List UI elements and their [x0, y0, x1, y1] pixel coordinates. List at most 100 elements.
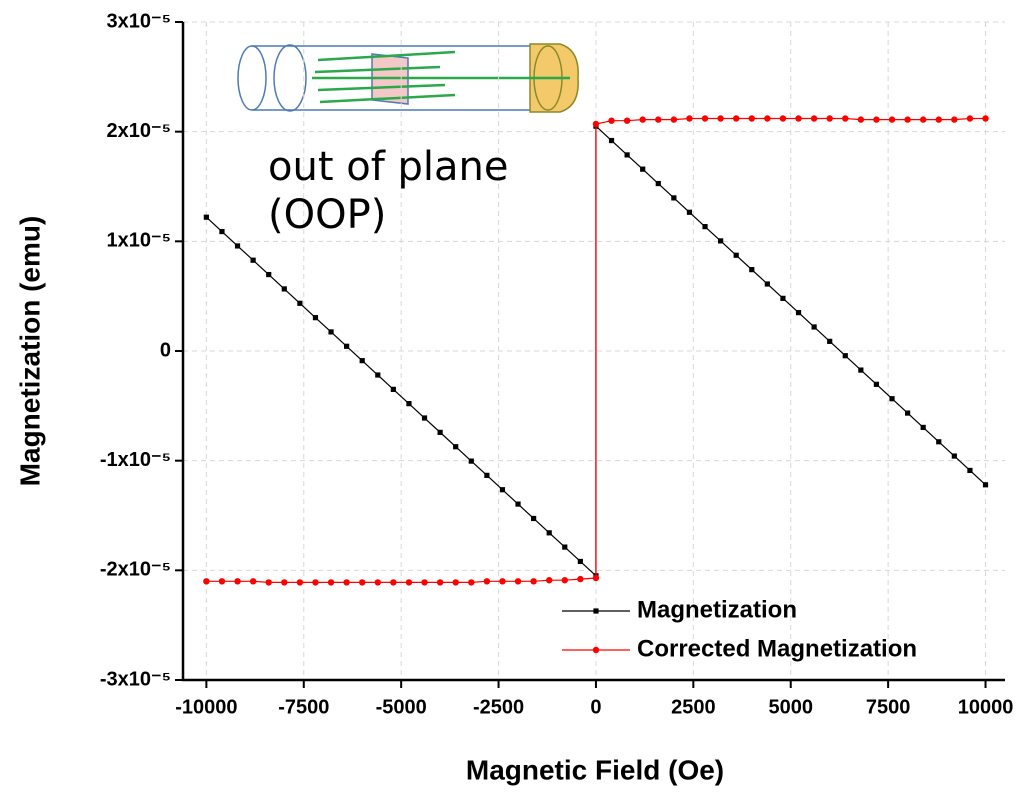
marker [857, 116, 865, 123]
marker [436, 579, 444, 586]
marker [343, 579, 350, 586]
marker [266, 271, 272, 278]
y-tick-label: 2x10⁻⁵ [107, 120, 171, 142]
marker [639, 116, 646, 123]
marker [218, 578, 226, 585]
marker [577, 558, 583, 565]
marker [702, 224, 708, 230]
sample-diagram [237, 43, 579, 113]
marker [546, 530, 552, 536]
marker [421, 579, 428, 586]
x-tick-label: 10000 [958, 696, 1014, 718]
marker [499, 487, 506, 493]
marker [297, 300, 303, 306]
marker [468, 579, 475, 586]
marker [889, 396, 895, 402]
marker [795, 310, 802, 316]
marker [951, 116, 958, 123]
marker [390, 579, 397, 586]
marker [842, 353, 848, 359]
marker [514, 578, 522, 585]
marker [810, 115, 818, 122]
marker [967, 467, 973, 474]
marker [873, 116, 880, 123]
marker [780, 295, 786, 301]
marker [249, 578, 257, 585]
marker [561, 577, 568, 584]
y-axis-title: Magnetization (emu) [14, 216, 45, 487]
y-tick-label: 0 [160, 339, 171, 361]
marker [468, 458, 474, 464]
marker [982, 482, 989, 488]
marker [483, 578, 491, 585]
marker [421, 415, 428, 421]
marker [281, 286, 287, 292]
marker [562, 544, 568, 550]
marker [405, 579, 413, 586]
y-tick-label: -3x10⁻⁵ [100, 668, 171, 690]
marker [904, 116, 911, 123]
marker [686, 115, 693, 122]
legend-marker [593, 608, 599, 614]
marker [234, 243, 241, 249]
marker [732, 115, 740, 122]
legend-label: Corrected Magnetization [637, 635, 917, 662]
marker [718, 238, 724, 244]
marker [390, 386, 396, 392]
x-tick-label: 7500 [866, 696, 911, 718]
marker [453, 444, 459, 450]
y-tick-label: -2x10⁻⁵ [100, 559, 171, 581]
marker [406, 401, 412, 407]
marker [250, 257, 256, 263]
annotation: out of plane (OOP) [268, 144, 509, 238]
marker [749, 267, 755, 273]
marker [312, 579, 319, 586]
marker [437, 429, 443, 435]
marker [592, 120, 600, 128]
marker [858, 367, 864, 373]
x-axis-title: Magnetic Field (Oe) [466, 754, 724, 785]
marker [359, 579, 366, 586]
marker [530, 578, 537, 585]
marker [515, 501, 521, 507]
marker [203, 578, 210, 585]
marker [701, 115, 709, 122]
marker [779, 115, 787, 122]
marker [624, 152, 630, 158]
marker [452, 579, 459, 586]
x-tick-label: -10000 [175, 696, 237, 718]
x-tick-label: -2500 [473, 696, 524, 718]
marker [655, 116, 662, 123]
marker [748, 115, 755, 122]
x-tick-label: 0 [590, 696, 601, 718]
marker [219, 228, 225, 235]
x-tick-label: -5000 [376, 696, 427, 718]
marker [966, 115, 974, 122]
marker [873, 381, 880, 387]
marker [328, 329, 334, 335]
series-line [206, 117, 986, 583]
marker [982, 115, 989, 122]
y-tick-label: 3x10⁻⁵ [107, 10, 171, 32]
x-tick-label: 2500 [671, 696, 716, 718]
marker [936, 439, 942, 445]
marker [811, 324, 817, 330]
marker [670, 116, 678, 123]
x-tick-label: 5000 [768, 696, 813, 718]
marker [608, 117, 615, 124]
marker [655, 180, 661, 187]
marker [888, 116, 896, 123]
y-tick-label: 1x10⁻⁵ [107, 230, 171, 252]
marker [234, 578, 241, 585]
marker [327, 579, 335, 586]
legend-marker [592, 646, 600, 654]
marker [203, 214, 209, 220]
marker [359, 358, 365, 364]
y-tick-label: -1x10⁻⁵ [100, 449, 171, 471]
marker [920, 424, 926, 431]
marker [545, 577, 553, 584]
marker [827, 338, 833, 344]
marker [795, 115, 802, 122]
marker [826, 115, 833, 122]
